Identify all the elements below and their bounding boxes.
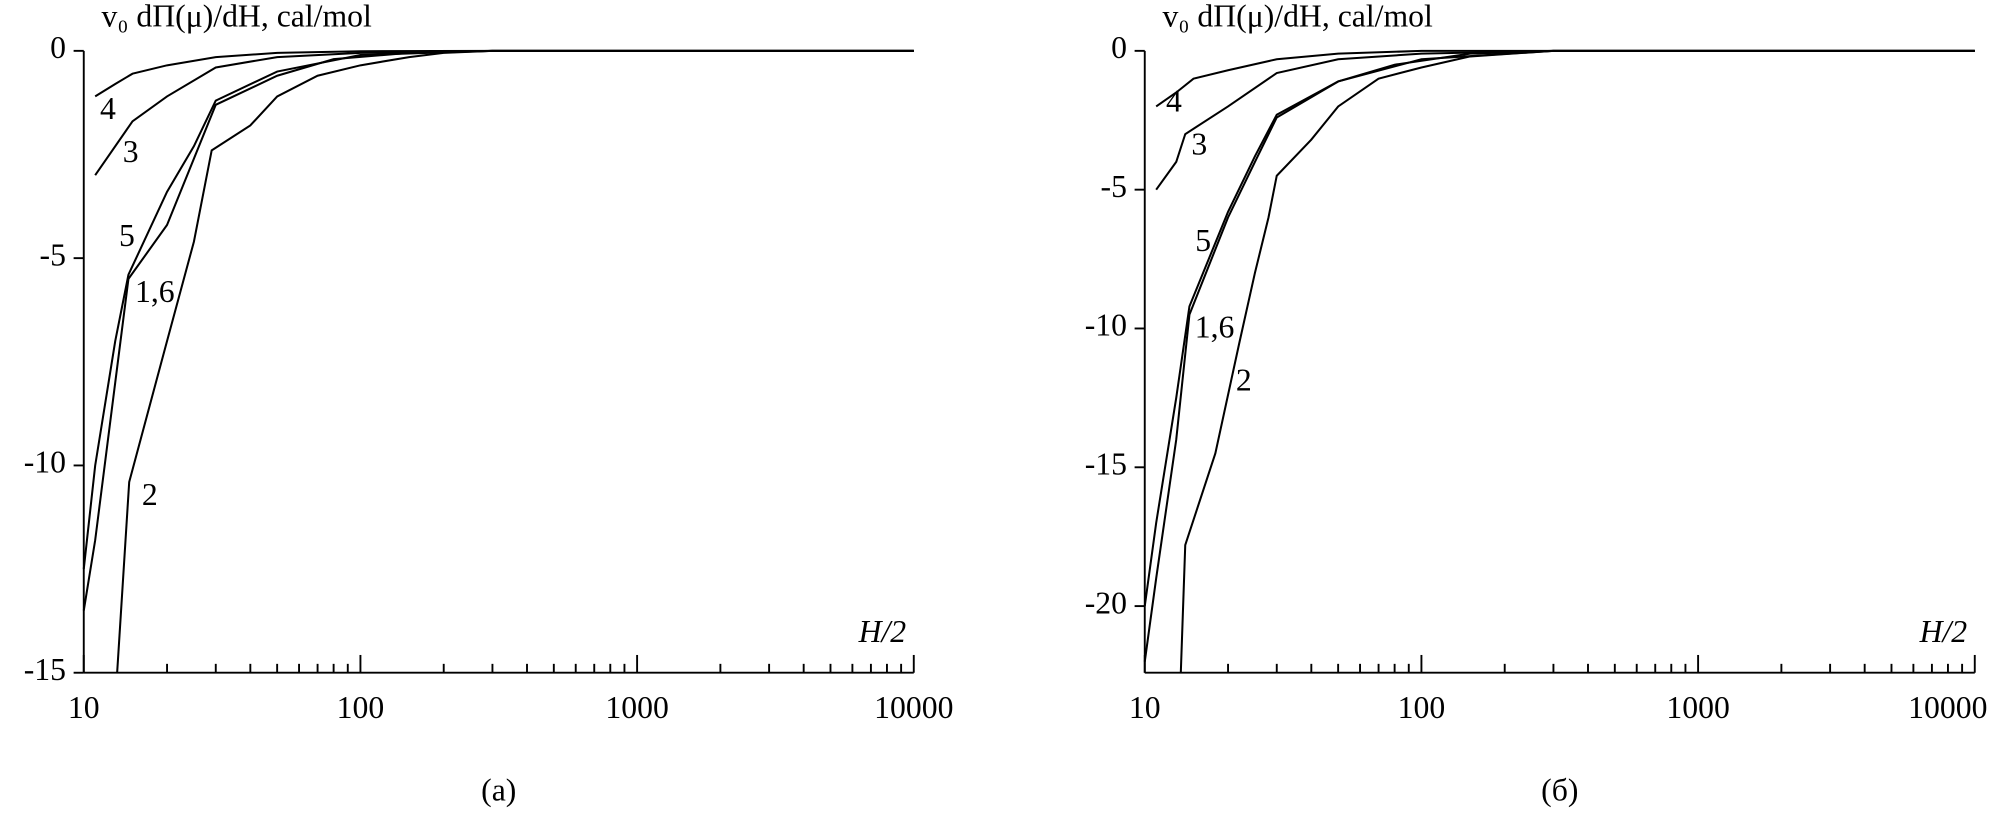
caption: (a) [481,773,516,808]
y-tick-label: -15 [24,652,66,687]
x-tick-label: 10 [68,690,100,725]
series-line [1155,49,1975,108]
curve-label: 1,6 [1195,309,1235,344]
curve-label: 5 [119,218,135,253]
x-tick-label: 100 [1398,690,1446,725]
y-tick-label: -10 [1085,308,1127,343]
series-line [94,49,914,176]
series-line [1179,49,1975,673]
y-tick-label: 0 [1111,30,1127,65]
series-line [1143,49,1975,607]
x-tick-label: 1000 [605,690,668,725]
y-axis-label: v₀ dΠ(μ)/dH, cal/mol [102,0,372,33]
curve-label: 4 [1166,83,1182,118]
y-tick-label: 0 [50,30,66,65]
series-line [82,49,914,570]
curve-label: 5 [1195,223,1211,258]
x-tick-label: 10000 [1908,690,1987,725]
y-tick-label: -20 [1085,585,1127,620]
series-line [94,49,914,98]
x-tick-label: 100 [337,690,385,725]
x-axis-label: H/2 [1919,614,1968,649]
y-tick-label: -10 [24,445,66,480]
curve-label: 3 [1191,127,1207,162]
curve-label: 1,6 [135,274,175,309]
series-line [1155,49,1975,191]
x-tick-label: 1000 [1666,690,1729,725]
y-axis-label: v₀ dΠ(μ)/dH, cal/mol [1163,0,1433,33]
series-line [82,49,914,611]
curve-label: 3 [123,134,139,169]
y-tick-label: -15 [1085,447,1127,482]
curve-label: 4 [100,91,116,126]
x-tick-label: 10 [1129,690,1161,725]
curve-label: 2 [142,477,158,512]
x-tick-label: 10000 [874,690,953,725]
curve-label: 2 [1236,363,1252,398]
y-tick-label: -5 [40,237,66,272]
y-tick-label: -5 [1101,169,1127,204]
caption: (б) [1541,773,1578,808]
x-axis-label: H/2 [858,614,907,649]
series-line [1143,49,1975,662]
series-line [116,49,914,673]
